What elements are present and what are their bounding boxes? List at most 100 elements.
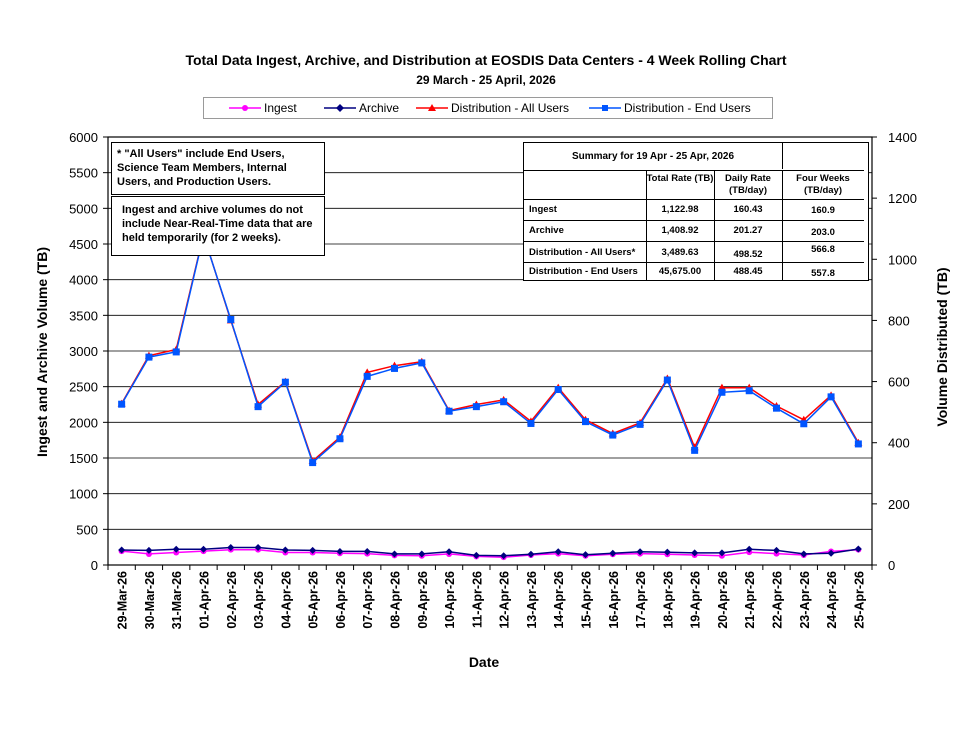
data-point [118, 400, 126, 408]
data-point [718, 388, 726, 396]
nrt-note: Ingest and archive volumes do not includ… [111, 196, 325, 256]
x-tick-label: 04-Apr-26 [279, 571, 293, 629]
data-point [800, 420, 808, 428]
data-point [391, 364, 398, 372]
x-tick-label: 10-Apr-26 [443, 571, 457, 629]
data-point [254, 544, 262, 552]
x-tick-label: 25-Apr-26 [852, 571, 866, 629]
data-point [336, 435, 344, 443]
y-tick-label-left: 1500 [69, 451, 98, 466]
legend-label-ingest: Ingest [264, 101, 297, 115]
summary-row-four: 557.8 [811, 268, 835, 279]
y-tick-label-left: 4500 [69, 237, 98, 252]
y-tick-label-right: 1200 [888, 191, 917, 206]
data-point [227, 544, 235, 552]
legend: Ingest Archive Distribution - All Users … [203, 97, 773, 119]
x-tick-label: 05-Apr-26 [307, 571, 321, 629]
data-point [582, 418, 589, 426]
data-point [281, 378, 289, 386]
summary-row-total: 1,408.92 [661, 225, 699, 236]
summary-row-daily: 488.45 [733, 266, 763, 277]
data-point [745, 545, 753, 553]
legend-label-archive: Archive [359, 101, 400, 115]
x-tick-label: 01-Apr-26 [198, 571, 212, 629]
summary-row-four: 566.8 [811, 244, 835, 255]
data-point [527, 419, 535, 427]
data-point [636, 420, 644, 428]
legend-label-distribution-end: Distribution - End Users [624, 101, 751, 115]
y-tick-label-left: 1000 [69, 487, 98, 502]
x-tick-label: 18-Apr-26 [661, 571, 675, 629]
x-axis-title: Date [468, 654, 500, 670]
data-point [854, 440, 862, 448]
data-point [500, 398, 508, 406]
x-tick-label: 03-Apr-26 [252, 571, 266, 629]
data-point [418, 359, 426, 367]
data-point [472, 403, 480, 411]
data-point [172, 348, 180, 356]
data-point [663, 376, 671, 384]
y-tick-label-left: 4000 [69, 273, 98, 288]
data-point [145, 546, 153, 554]
data-point [363, 372, 371, 380]
data-point [773, 546, 780, 554]
x-tick-label: 08-Apr-26 [389, 571, 403, 629]
data-point [309, 546, 317, 554]
x-tick-label: 13-Apr-26 [525, 571, 539, 629]
data-point [118, 546, 126, 554]
data-point [691, 446, 699, 454]
summary-header-total: Total Rate (TB) [646, 173, 714, 184]
chart-subtitle: 29 March - 25 April, 2026 [416, 73, 556, 87]
y-tick-label-right: 800 [888, 313, 910, 328]
y-tick-label-left: 2000 [69, 415, 98, 430]
data-point [800, 550, 808, 558]
x-tick-label: 24-Apr-26 [825, 571, 839, 629]
data-point [309, 459, 317, 467]
x-tick-label: 21-Apr-26 [743, 571, 757, 629]
x-tick-label: 02-Apr-26 [225, 571, 239, 629]
summary-header-four-weeks: Four Weeks (TB/day) [796, 173, 850, 196]
y-tick-label-left: 5000 [69, 201, 98, 216]
y-tick-label-right: 0 [888, 558, 895, 573]
data-point [145, 353, 153, 361]
summary-row-daily: 160.43 [733, 204, 763, 215]
summary-row-total: 3,489.63 [661, 247, 699, 258]
x-tick-label: 09-Apr-26 [416, 571, 430, 629]
summary-row-four: 203.0 [811, 227, 835, 238]
data-point [527, 550, 535, 558]
data-point [745, 387, 753, 395]
series-line-archive [121, 546, 859, 557]
data-point [582, 551, 589, 559]
data-point [609, 431, 617, 439]
x-tick-label: 30-Mar-26 [143, 571, 157, 629]
legend-label-distribution-all: Distribution - All Users [451, 101, 570, 115]
data-point [445, 407, 453, 415]
series-line-distribution-end-users [120, 232, 860, 464]
data-point [718, 549, 726, 557]
legend-item-distribution-all: Distribution - All Users [416, 101, 569, 115]
summary-header-daily: Daily Rate (TB/day) [725, 173, 771, 196]
x-tick-label: 06-Apr-26 [334, 571, 348, 629]
y-tick-label-left: 500 [76, 522, 98, 537]
y-axis-right-title: Volume Distributed (TB) [934, 267, 950, 427]
data-point [391, 550, 398, 558]
x-tick-label: 29-Mar-26 [116, 571, 130, 629]
y-tick-label-right: 1400 [888, 130, 917, 145]
series-line-ingest [121, 548, 859, 558]
y-tick-label-right: 600 [888, 375, 910, 390]
summary-row-label: Distribution - All Users* [529, 247, 636, 258]
data-point [663, 548, 671, 556]
data-point [281, 546, 289, 554]
data-point [336, 547, 344, 555]
x-tick-label: 07-Apr-26 [361, 571, 375, 629]
x-tick-label: 15-Apr-26 [580, 571, 594, 629]
y-tick-label-right: 200 [888, 497, 910, 512]
y-tick-label-left: 2500 [69, 380, 98, 395]
data-point [609, 549, 617, 557]
data-point [445, 548, 453, 556]
y-tick-label-right: 400 [888, 436, 910, 451]
data-point [554, 386, 562, 394]
x-tick-label: 23-Apr-26 [798, 571, 812, 629]
y-tick-label-left: 0 [91, 558, 98, 573]
